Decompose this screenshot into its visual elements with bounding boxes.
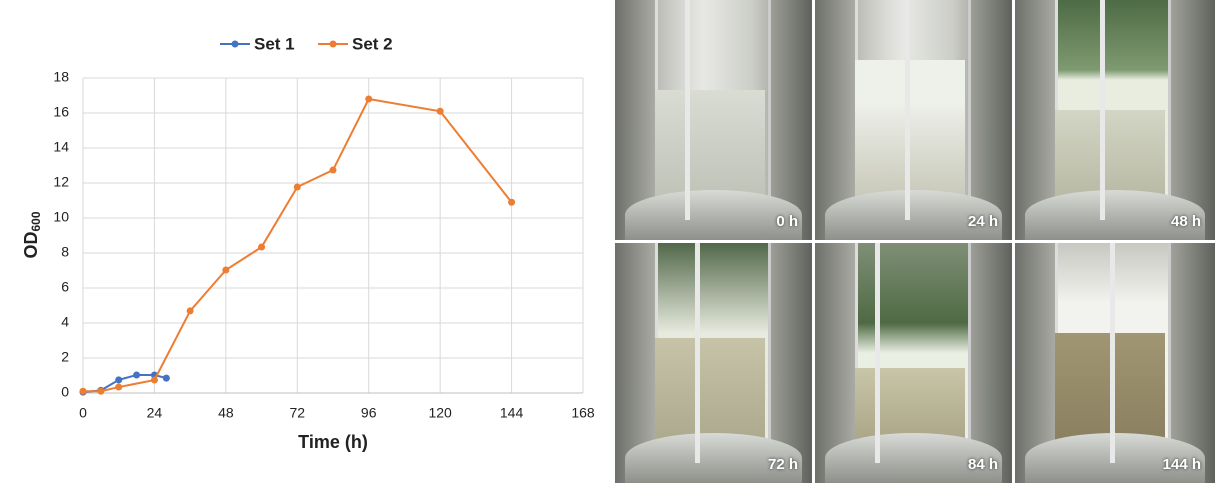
- y-tick-label: 6: [61, 279, 69, 295]
- photo-label: 24 h: [967, 213, 998, 230]
- y-tick-label: 16: [53, 104, 69, 120]
- culture: [655, 338, 765, 443]
- y-tick-label: 4: [61, 314, 69, 330]
- stand: [825, 190, 1002, 240]
- rod: [1100, 0, 1105, 220]
- y-tick-label: 0: [61, 384, 69, 400]
- data-point: [293, 183, 301, 191]
- photo-panel: 144 h: [1015, 243, 1215, 483]
- photo-panel: 24 h: [815, 0, 1012, 240]
- x-tick-label: 120: [428, 405, 452, 421]
- x-tick-label: 96: [361, 405, 377, 421]
- photo-label: 72 h: [767, 456, 798, 473]
- data-point: [365, 95, 373, 103]
- data-point: [222, 266, 230, 274]
- rod: [685, 0, 690, 220]
- culture: [655, 90, 765, 200]
- photo-label: 84 h: [967, 456, 998, 473]
- stand: [625, 190, 802, 240]
- legend-marker: [329, 40, 337, 48]
- data-point: [436, 107, 444, 115]
- y-tick-label: 12: [53, 174, 69, 190]
- data-point: [115, 376, 123, 384]
- rod: [875, 243, 880, 463]
- x-axis-label: Time (h): [298, 432, 368, 452]
- data-point: [186, 307, 194, 315]
- y-label-text: OD: [21, 232, 41, 259]
- photo-panel: 72 h: [615, 243, 812, 483]
- stand: [825, 433, 1002, 483]
- data-point: [329, 166, 337, 174]
- data-point: [508, 198, 516, 206]
- rod: [1110, 243, 1115, 463]
- x-tick-label: 144: [500, 405, 524, 421]
- data-point: [133, 371, 141, 379]
- legend-label: Set 2: [352, 34, 393, 53]
- x-tick-label: 72: [289, 405, 305, 421]
- data-point: [97, 387, 105, 395]
- photo-label: 144 h: [1162, 456, 1201, 473]
- y-tick-label: 14: [53, 139, 69, 155]
- rod: [905, 0, 910, 220]
- photo-panel: 84 h: [815, 243, 1012, 483]
- culture: [855, 368, 965, 443]
- y-tick-label: 10: [53, 209, 69, 225]
- data-point: [258, 243, 266, 251]
- photo-panel: 0 h: [615, 0, 812, 240]
- photo-label: 48 h: [1170, 213, 1201, 230]
- photo-label: 0 h: [776, 213, 798, 230]
- stand: [1025, 433, 1205, 483]
- data-point: [162, 374, 170, 382]
- data-point: [79, 387, 87, 395]
- y-tick-label: 8: [61, 244, 69, 260]
- legend-label: Set 1: [254, 34, 295, 53]
- x-tick-label: 48: [218, 405, 234, 421]
- y-label-subscript: 600: [29, 211, 43, 231]
- data-point: [150, 376, 158, 384]
- legend-marker: [231, 40, 239, 48]
- culture: [1055, 110, 1165, 200]
- y-axis-label: OD600: [21, 211, 43, 258]
- culture: [855, 60, 965, 200]
- x-tick-label: 24: [147, 405, 163, 421]
- stand: [625, 433, 802, 483]
- x-tick-label: 168: [571, 405, 595, 421]
- data-point: [115, 383, 123, 391]
- x-tick-label: 0: [79, 405, 87, 421]
- stand: [1025, 190, 1205, 240]
- rod: [695, 243, 700, 463]
- photo-panel: 48 h: [1015, 0, 1215, 240]
- y-tick-label: 2: [61, 349, 69, 365]
- y-tick-label: 18: [53, 69, 69, 85]
